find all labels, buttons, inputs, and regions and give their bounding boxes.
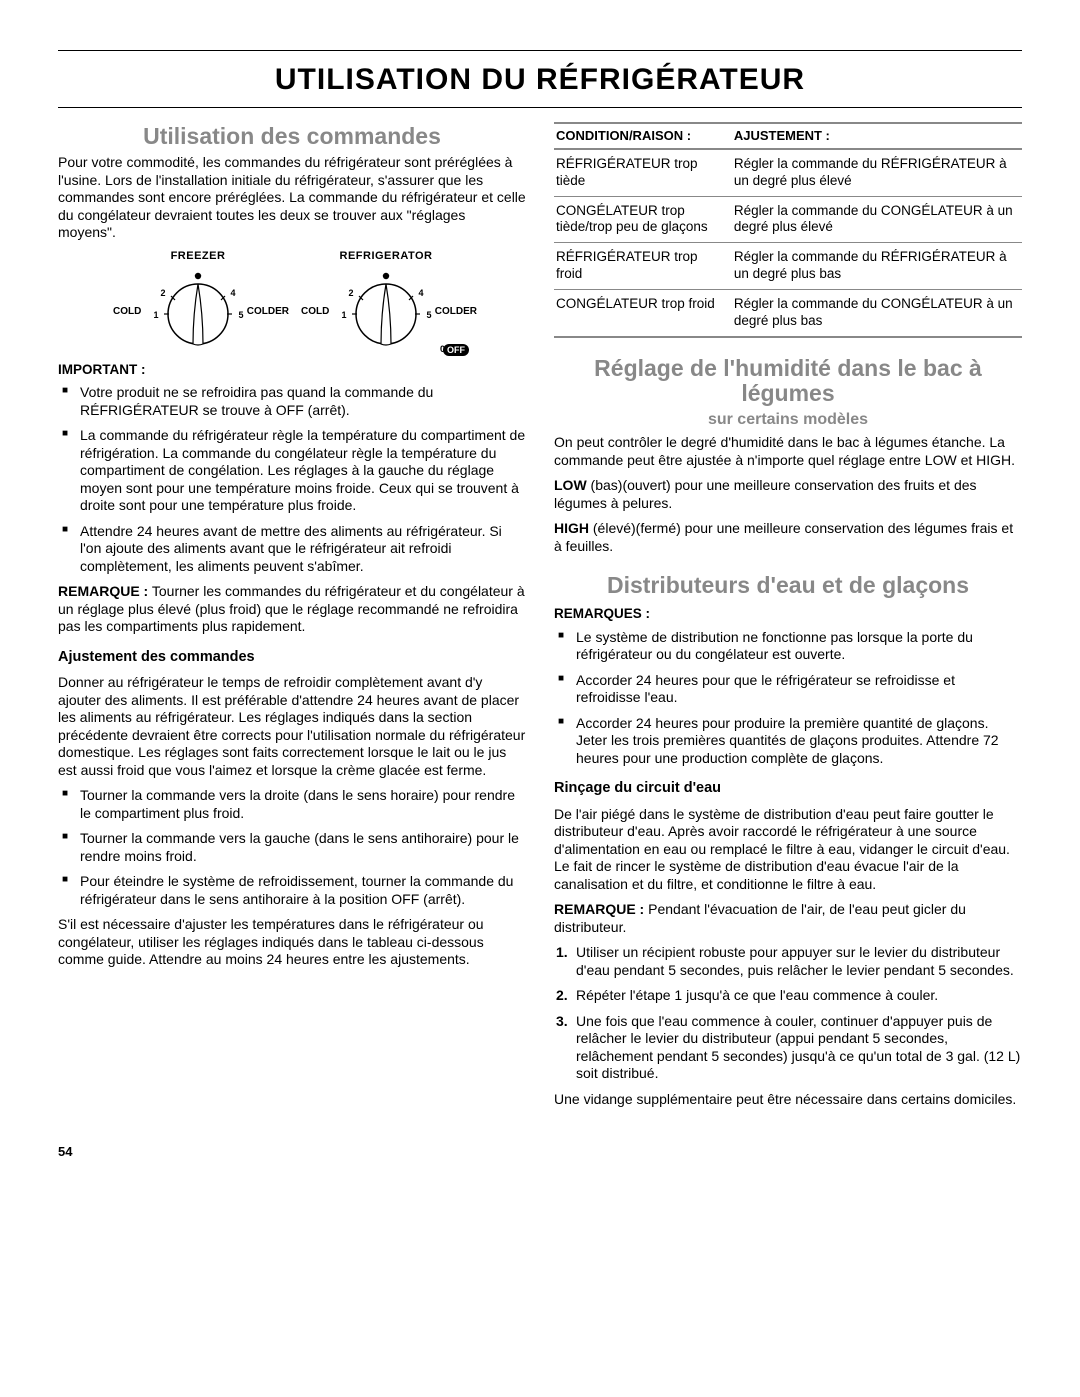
list-item: Accorder 24 heures pour que le réfrigéra… (554, 672, 1022, 707)
heading-commands: Utilisation des commandes (58, 122, 526, 151)
svg-text:4: 4 (418, 288, 423, 298)
adjustment-table: CONDITION/RAISON : AJUSTEMENT : RÉFRIGÉR… (554, 122, 1022, 338)
humidity-subtitle: sur certains modèles (554, 410, 1022, 430)
flush-heading: Rinçage du circuit d'eau (554, 779, 1022, 797)
table-row: CONGÉLATEUR trop tiède/trop peu de glaço… (554, 196, 1022, 243)
dial-diagram: FREEZER 2 4 1 5 (58, 250, 526, 354)
list-item: Accorder 24 heures pour produire la prem… (554, 715, 1022, 768)
list-item: Tourner la commande vers la gauche (dans… (58, 830, 526, 865)
page-main-title: UTILISATION DU RÉFRIGÉRATEUR (58, 50, 1022, 108)
adjust-closing: S'il est nécessaire d'ajuster les tempér… (58, 916, 526, 969)
remarque-paragraph: REMARQUE : Tourner les commandes du réfr… (58, 583, 526, 636)
refrigerator-dial-label: REFRIGERATOR (301, 250, 471, 264)
heading-dispenser: Distributeurs d'eau et de glaçons (554, 571, 1022, 600)
table-cell: Régler la commande du RÉFRIGÉRATEUR à un… (732, 149, 1022, 196)
svg-text:4: 4 (230, 288, 235, 298)
flush-remarque: REMARQUE : Pendant l'évacuation de l'air… (554, 901, 1022, 936)
step-text: Utiliser un récipient robuste pour appuy… (576, 944, 1014, 978)
right-column: CONDITION/RAISON : AJUSTEMENT : RÉFRIGÉR… (554, 122, 1022, 1117)
refrigerator-dial: REFRIGERATOR 2 4 1 5 (301, 250, 471, 354)
list-item: Tourner la commande vers la droite (dans… (58, 787, 526, 822)
table-row: RÉFRIGÉRATEUR trop froid Régler la comma… (554, 243, 1022, 290)
svg-text:1: 1 (341, 310, 346, 320)
adjust-heading: Ajustement des commandes (58, 648, 526, 666)
list-item: 3.Une fois que l'eau commence à couler, … (554, 1013, 1022, 1083)
svg-text:5: 5 (426, 310, 431, 320)
svg-text:5: 5 (238, 310, 243, 320)
table-cell: Régler la commande du CONGÉLATEUR à un d… (732, 196, 1022, 243)
table-cell: Régler la commande du RÉFRIGÉRATEUR à un… (732, 243, 1022, 290)
table-cell: RÉFRIGÉRATEUR trop tiède (554, 149, 732, 196)
dial-colder-label: COLDER (247, 306, 289, 319)
remarque-label: REMARQUE : (58, 583, 148, 599)
commands-intro: Pour votre commodité, les commandes du r… (58, 154, 526, 242)
flush-closing: Une vidange supplémentaire peut être néc… (554, 1091, 1022, 1109)
table-header: AJUSTEMENT : (732, 123, 1022, 149)
list-item: Le système de distribution ne fonctionne… (554, 629, 1022, 664)
high-text: (élevé)(fermé) pour une meilleure conser… (554, 520, 1013, 554)
remarques-list: Le système de distribution ne fonctionne… (554, 629, 1022, 768)
freezer-dial: FREEZER 2 4 1 5 (113, 250, 283, 354)
adjust-list: Tourner la commande vers la droite (dans… (58, 787, 526, 908)
table-cell: RÉFRIGÉRATEUR trop froid (554, 243, 732, 290)
dial-off-label: OFF (443, 344, 469, 356)
dial-cold-label: COLD (301, 306, 329, 319)
table-row: CONGÉLATEUR trop froid Régler la command… (554, 290, 1022, 337)
svg-text:2: 2 (348, 288, 353, 298)
dial-cold-label: COLD (113, 306, 141, 319)
low-setting: LOW (bas)(ouvert) pour une meilleure con… (554, 477, 1022, 512)
flush-paragraph: De l'air piégé dans le système de distri… (554, 806, 1022, 894)
step-text: Répéter l'étape 1 jusqu'à ce que l'eau c… (576, 987, 938, 1003)
list-item: Attendre 24 heures avant de mettre des a… (58, 523, 526, 576)
list-item: 1.Utiliser un récipient robuste pour app… (554, 944, 1022, 979)
dial-colder-label: COLDER (435, 306, 477, 319)
list-item: La commande du réfrigérateur règle la te… (58, 427, 526, 515)
important-label: IMPORTANT : (58, 362, 526, 379)
freezer-dial-label: FREEZER (113, 250, 283, 264)
two-column-layout: Utilisation des commandes Pour votre com… (58, 122, 1022, 1117)
step-text: Une fois que l'eau commence à couler, co… (576, 1013, 1020, 1082)
heading-humidity: Réglage de l'humidité dans le bac à légu… (554, 356, 1022, 407)
low-text: (bas)(ouvert) pour une meilleure conserv… (554, 477, 977, 511)
left-column: Utilisation des commandes Pour votre com… (58, 122, 526, 1117)
list-item: Votre produit ne se refroidira pas quand… (58, 384, 526, 419)
table-cell: Régler la commande du CONGÉLATEUR à un d… (732, 290, 1022, 337)
low-label: LOW (554, 477, 587, 493)
table-cell: CONGÉLATEUR trop froid (554, 290, 732, 337)
list-item: Pour éteindre le système de refroidissem… (58, 873, 526, 908)
list-item: 2.Répéter l'étape 1 jusqu'à ce que l'eau… (554, 987, 1022, 1005)
flush-remarque-label: REMARQUE : (554, 901, 644, 917)
flush-steps: 1.Utiliser un récipient robuste pour app… (554, 944, 1022, 1083)
remarques-label: REMARQUES : (554, 606, 1022, 623)
important-list: Votre produit ne se refroidira pas quand… (58, 384, 526, 575)
humidity-paragraph: On peut contrôler le degré d'humidité da… (554, 434, 1022, 469)
high-setting: HIGH (élevé)(fermé) pour une meilleure c… (554, 520, 1022, 555)
table-row: RÉFRIGÉRATEUR trop tiède Régler la comma… (554, 149, 1022, 196)
svg-text:2: 2 (160, 288, 165, 298)
table-cell: CONGÉLATEUR trop tiède/trop peu de glaço… (554, 196, 732, 243)
page-number: 54 (58, 1144, 1022, 1160)
adjust-paragraph: Donner au réfrigérateur le temps de refr… (58, 674, 526, 779)
svg-text:1: 1 (153, 310, 158, 320)
table-header: CONDITION/RAISON : (554, 123, 732, 149)
high-label: HIGH (554, 520, 589, 536)
